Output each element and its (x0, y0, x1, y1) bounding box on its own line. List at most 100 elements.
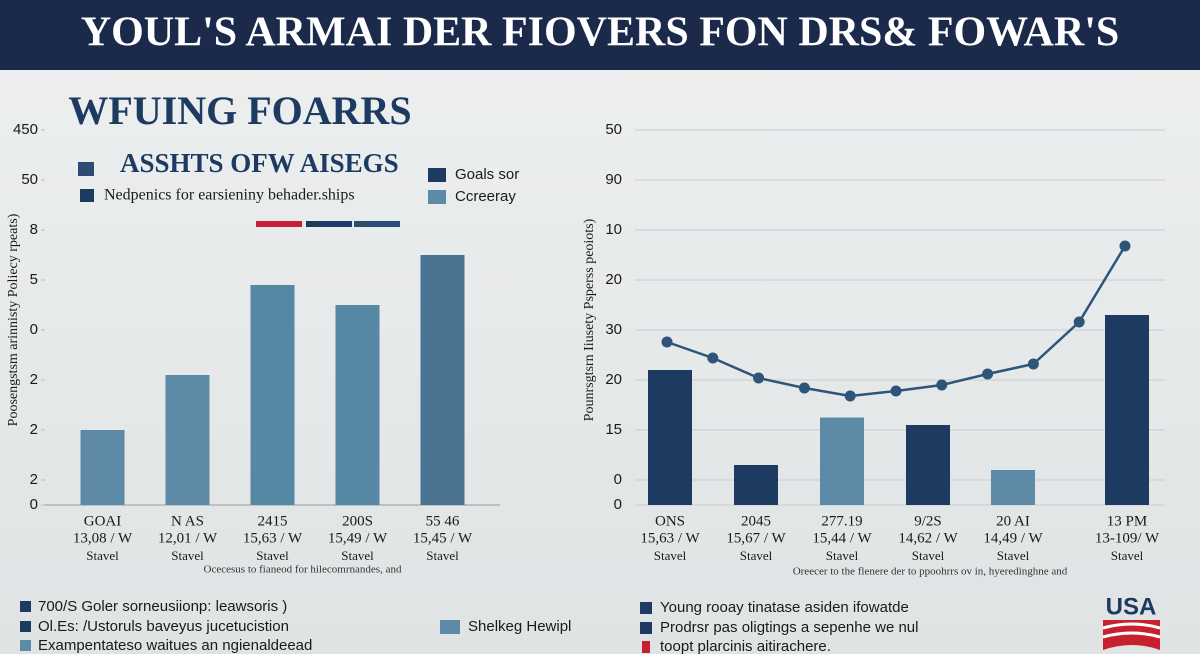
y-tick-label: 450 (13, 121, 38, 138)
footer-text: toopt plarcinis aitirachere. (660, 638, 831, 654)
x-tick-unit: Stavel (912, 548, 945, 563)
x-tick-label: 277.19 (821, 513, 862, 529)
x-tick-unit: Stavel (426, 548, 459, 563)
bar (1105, 315, 1149, 505)
x-tick-unit: Stavel (1111, 548, 1144, 563)
bar (906, 425, 950, 505)
chart-subtitle: ASSHTS OFW AISEGS (120, 148, 399, 178)
y-tick-label: 0 (614, 496, 622, 513)
line-point (1119, 240, 1131, 252)
x-tick-sublabel: 15,63 / W (640, 530, 700, 546)
y-tick-label: 0 (614, 471, 622, 488)
x-tick-unit: Stavel (256, 548, 289, 563)
y-tick-label: 50 (21, 171, 38, 188)
legend-swatch (428, 190, 446, 204)
y-tick-label: 2 (30, 371, 38, 388)
x-tick-sublabel: 14,49 / W (983, 530, 1043, 546)
bar (250, 285, 295, 505)
line (666, 245, 1127, 398)
y-tick-label: 2 (30, 471, 38, 488)
x-tick-label: 20 AI (996, 513, 1030, 529)
badge: USA (1106, 593, 1157, 620)
line-point (707, 352, 719, 364)
line-point (661, 336, 673, 348)
x-tick-label: GOAI (84, 513, 122, 529)
y-tick-label: 30 (605, 321, 622, 338)
y-tick-label: 5 (30, 271, 38, 288)
legend-label: Ccreeray (455, 188, 516, 205)
bar (648, 370, 692, 505)
x-tick-sublabel: 15,49 / W (328, 530, 388, 546)
y-tick-label: 20 (605, 271, 622, 288)
caption: Ocecesus to fianeod for hilecomrnandes, … (204, 564, 402, 576)
legend-swatch (440, 620, 460, 634)
line-point (844, 390, 856, 402)
x-tick-label: 13 PM (1107, 513, 1147, 529)
bar (820, 417, 864, 505)
x-tick-unit: Stavel (171, 548, 204, 563)
x-tick-sublabel: 13-109/ W (1095, 530, 1160, 546)
chart-title: WFUING FOARRS (68, 88, 411, 133)
accent (354, 221, 400, 227)
legend-swatch (428, 168, 446, 182)
y-tick-label: 0 (30, 321, 38, 338)
x-tick-sublabel: 15,45 / W (413, 530, 473, 546)
legend-swatch (20, 640, 31, 651)
legend-swatch (20, 601, 31, 612)
x-tick-label: 2045 (741, 513, 771, 529)
caption: Oreecer to the flenere der to ppoohrrs o… (793, 566, 1068, 578)
bar (80, 430, 125, 505)
bar (165, 375, 210, 505)
y-tick-label: 0 (30, 496, 38, 513)
x-tick-sublabel: 14,62 / W (898, 530, 958, 546)
line-point (798, 382, 810, 394)
accent (256, 221, 302, 227)
footer-text: Exampentateso waitues an ngienaldeead (38, 637, 312, 654)
footer: 700/S Goler sorneusiionp: leawsoris ) Ol… (20, 593, 1161, 654)
y-tick-label: 90 (605, 171, 622, 188)
note-icon (80, 189, 94, 202)
x-tick-sublabel: 15,63 / W (243, 530, 303, 546)
chart-note: Nedpenics for earsieniny behader.ships (104, 187, 355, 204)
bar (420, 255, 465, 505)
y-axis-label: Poosengstsm arinnisty Poliecy rpeats) (6, 213, 21, 426)
x-tick-label: 2415 (258, 513, 288, 529)
x-tick-sublabel: 13,08 / W (73, 530, 133, 546)
x-tick-label: 9/2S (914, 513, 942, 529)
x-tick-unit: Stavel (826, 548, 859, 563)
flag-stripes (1102, 622, 1161, 639)
x-tick-unit: Stavel (86, 548, 119, 563)
x-tick-label: N AS (171, 513, 204, 529)
legend-swatch (640, 622, 652, 634)
x-tick-label: ONS (655, 513, 685, 529)
subtitle-icon (78, 162, 94, 176)
footer-text: Young rooay tinatase asiden ifowatde (660, 599, 909, 616)
x-tick-label: 55 46 (426, 513, 460, 529)
line-point (1073, 316, 1085, 328)
header-bar (0, 0, 1200, 70)
line-point (982, 368, 994, 380)
x-tick-unit: Stavel (740, 548, 773, 563)
legend-swatch (640, 602, 652, 614)
bar (991, 470, 1035, 505)
y-tick-label: 20 (605, 371, 622, 388)
x-tick-unit: Stavel (997, 548, 1030, 563)
flag (1103, 620, 1160, 650)
legend-swatch (20, 621, 31, 632)
x-tick-unit: Stavel (654, 548, 687, 563)
y-tick-label: 10 (605, 221, 622, 238)
x-tick-sublabel: 15,67 / W (726, 530, 786, 546)
bar (335, 305, 380, 505)
legend-label: Goals sor (455, 166, 519, 183)
x-tick-sublabel: 15,44 / W (812, 530, 872, 546)
line-point (936, 379, 948, 391)
line-point (1027, 358, 1039, 370)
legend-swatch (642, 641, 650, 653)
bar (734, 465, 778, 505)
accent (306, 221, 352, 227)
footer-text: Ol.Es: /Ustoruls baveyus jucetucistion (38, 618, 289, 635)
x-tick-sublabel: 12,01 / W (158, 530, 218, 546)
x-tick-label: 200S (342, 513, 373, 529)
page-title: YOUL'S ARMAI DER FIOVERS FON DRS& FOWAR'… (81, 10, 1119, 56)
